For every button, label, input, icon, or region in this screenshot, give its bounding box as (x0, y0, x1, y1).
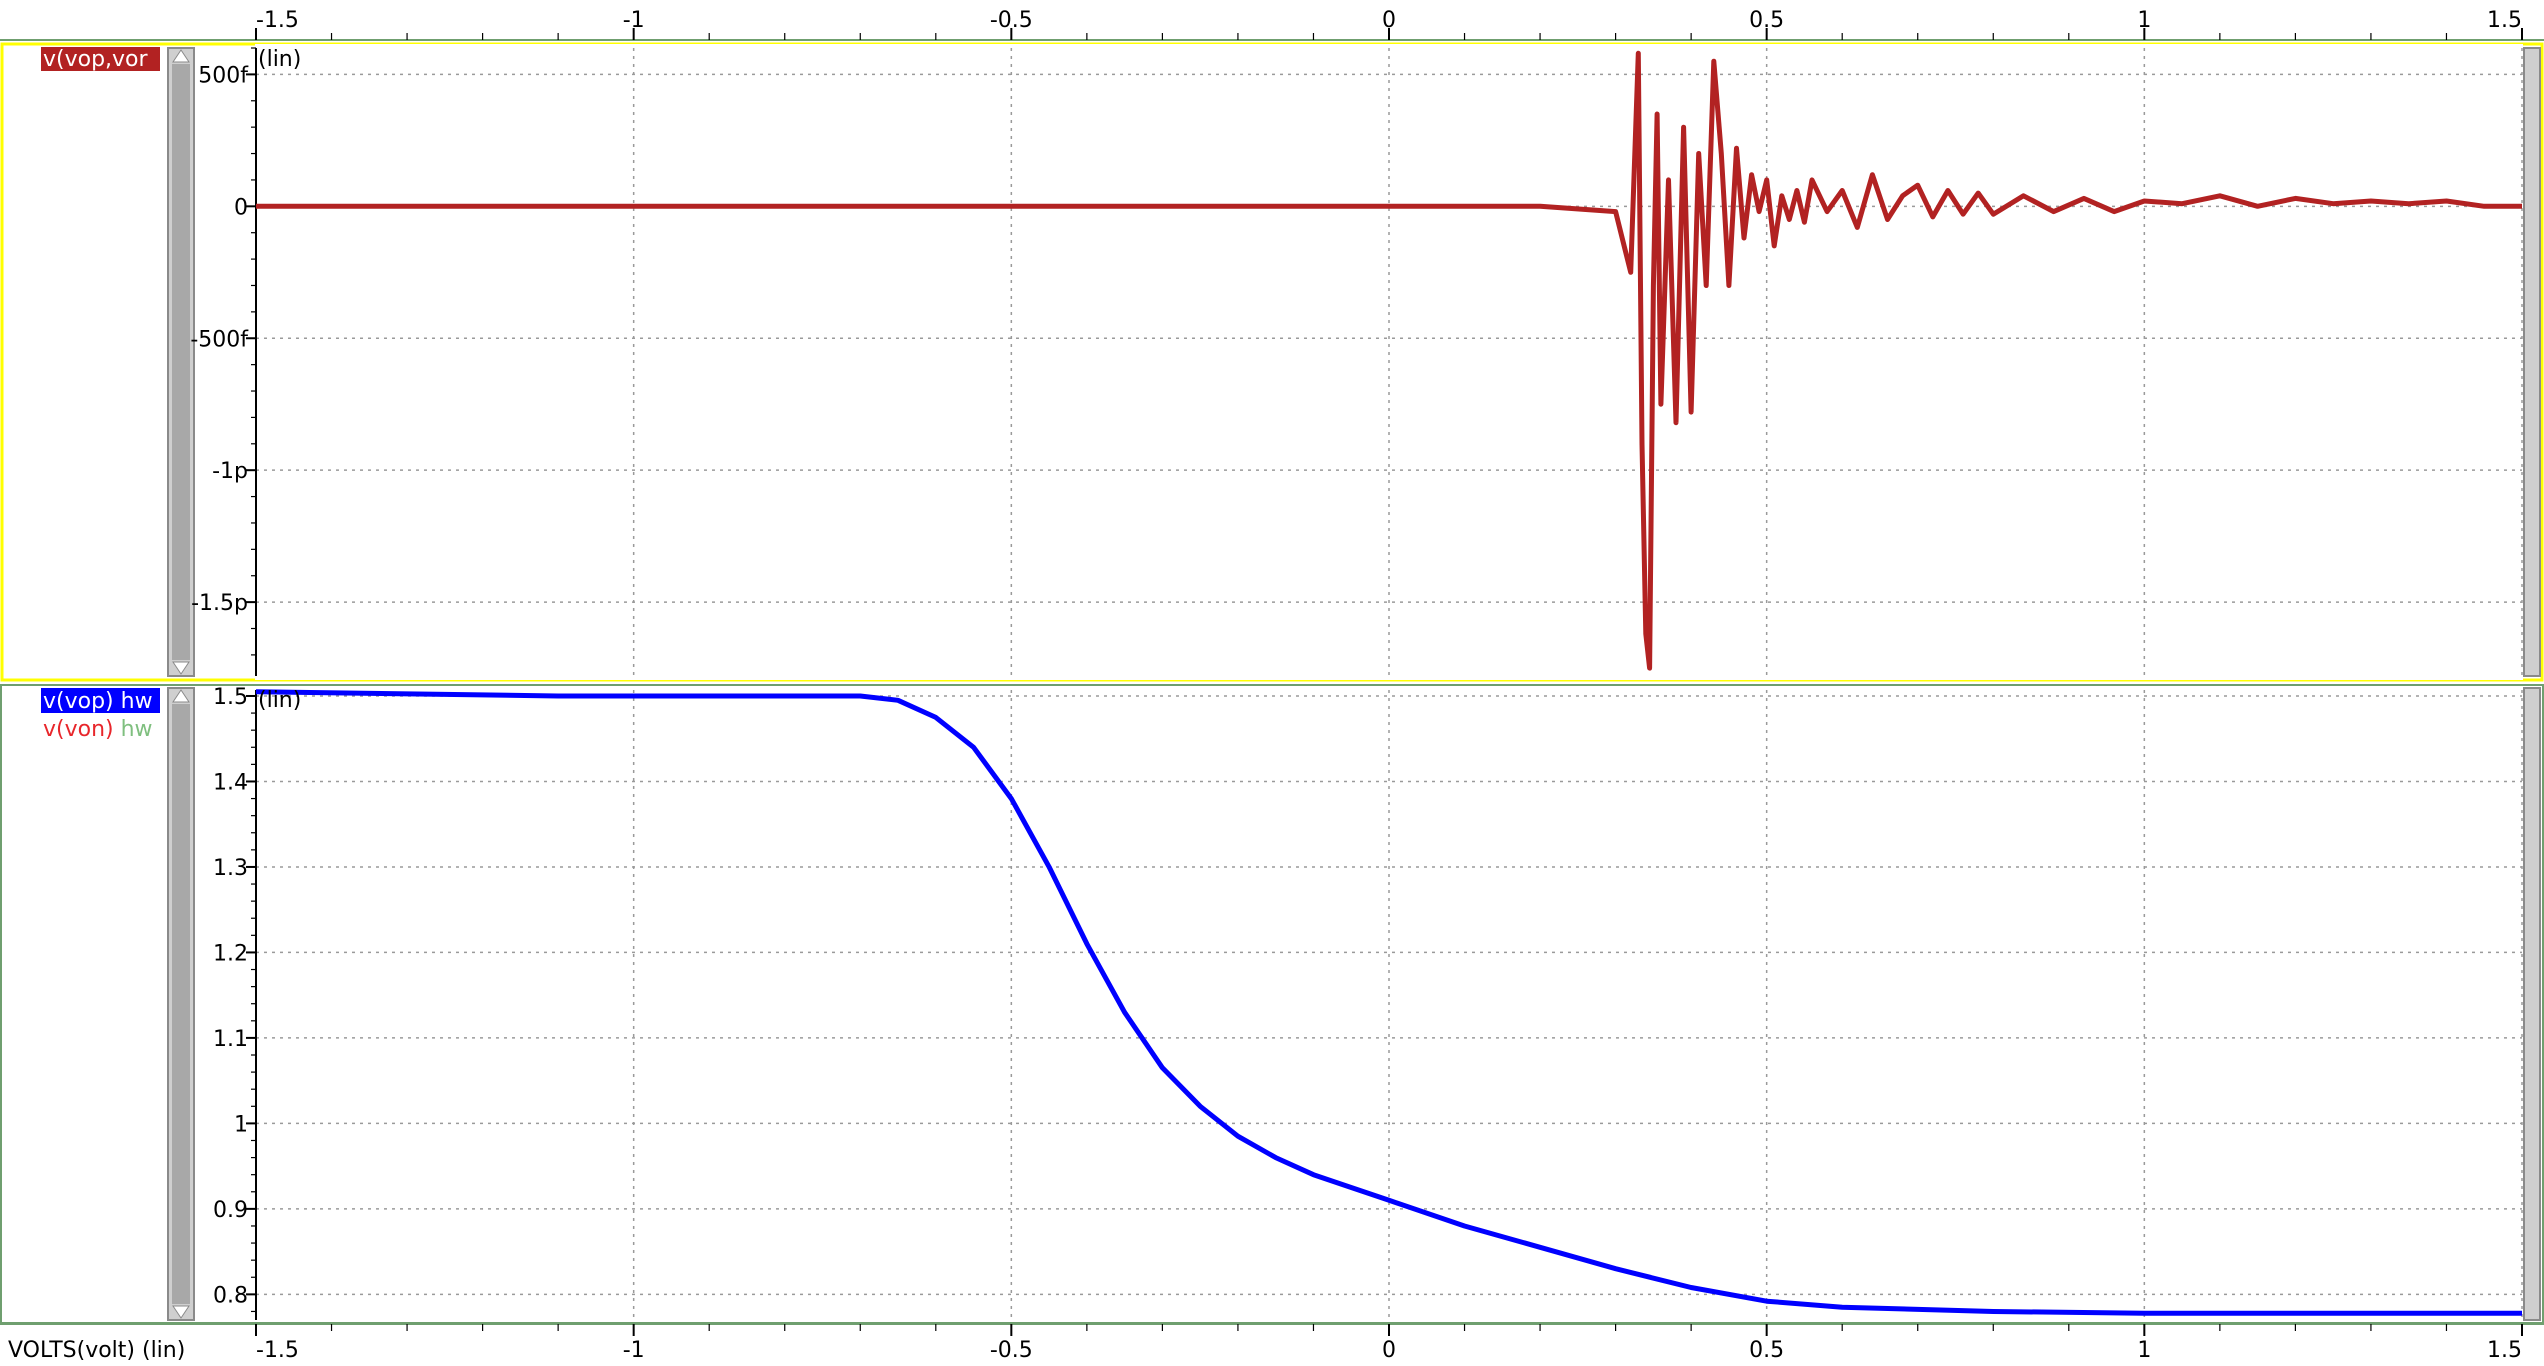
y-tick-label: 1.5 (213, 685, 248, 710)
grid-layer (255, 48, 2523, 1320)
panel-1-scroll-up-arrow-icon[interactable] (172, 49, 190, 63)
x-tick-label-bottom: -1 (623, 1338, 645, 1363)
y-tick-label: -1.5p (191, 591, 248, 616)
panel-2-scale-label: (lin) (258, 688, 301, 713)
y-tick-label: -500f (190, 327, 249, 352)
x-tick-label-top: -1.5 (256, 8, 299, 33)
panel-2-scroll-down-arrow-icon[interactable] (172, 1305, 190, 1319)
panel-2-frame (0, 684, 2544, 1324)
series-line-v-vop-vor (256, 50, 2522, 671)
panel-2-legend-vop[interactable]: v(vop) hw (43, 689, 153, 714)
legend-vop-suffix: hw (121, 689, 153, 714)
panel-1-legend-bg[interactable] (41, 47, 160, 71)
x-tick-label-top: -1 (623, 8, 645, 33)
y-tick-label: 0.9 (213, 1198, 248, 1223)
legend-von-name: v(von) (43, 717, 114, 742)
y-tick-label: 1.2 (213, 941, 248, 966)
panel-1-scale-label: (lin) (258, 47, 301, 72)
panel-1-scroll-down-arrow-icon[interactable] (172, 661, 190, 675)
series-line-v-vop (255, 689, 2522, 1316)
y-tick-label: 0.8 (213, 1283, 248, 1308)
panel-2-right-scrollbar[interactable] (2523, 687, 2541, 1321)
x-tick-label-bottom: 1 (2137, 1338, 2151, 1363)
panel-2-y-scroll-thumb[interactable] (172, 704, 190, 1304)
x-tick-label-top: 0 (1382, 8, 1396, 33)
y-tick-label: 500f (198, 63, 249, 88)
legend-von-suffix: hw (121, 717, 153, 742)
panel-1-legend-diff[interactable]: v(vop,vor (43, 47, 149, 72)
x-tick-label-top: 1.5 (2487, 8, 2522, 33)
x-tick-label-bottom: 0.5 (1749, 1338, 1784, 1363)
top-axis-bar (0, 0, 2544, 40)
x-tick-label-top: 1 (2137, 8, 2151, 33)
trace-layer (255, 50, 2522, 1316)
x-tick-label-bottom: 0 (1382, 1338, 1396, 1363)
axis-layer: -1.5-1.5-1-1-0.5-0.5000.50.5111.51.5500f… (190, 8, 2523, 1363)
y-tick-label: -1p (212, 459, 248, 484)
y-tick-label: 1.4 (213, 770, 248, 795)
panel-2-legend-vop-bg[interactable] (41, 688, 160, 713)
y-tick-label: 1.1 (213, 1027, 248, 1052)
panel-1-right-scrollbar[interactable] (2523, 47, 2541, 677)
panel-2-scroll-up-arrow-icon[interactable] (172, 689, 190, 703)
panel-2-legend-von[interactable]: v(von) hw (43, 717, 153, 742)
legend-vop-name: v(vop) (43, 689, 114, 714)
x-tick-label-bottom: -1.5 (256, 1338, 299, 1363)
y-tick-label: 0 (234, 195, 248, 220)
y-tick-label: 1.3 (213, 856, 248, 881)
x-axis-label: VOLTS(volt) (lin) (8, 1338, 185, 1363)
y-tick-label: 1 (234, 1112, 248, 1137)
panel-1-y-scroll-thumb[interactable] (172, 64, 190, 660)
x-tick-label-bottom: 1.5 (2487, 1338, 2522, 1363)
x-tick-label-bottom: -0.5 (990, 1338, 1033, 1363)
